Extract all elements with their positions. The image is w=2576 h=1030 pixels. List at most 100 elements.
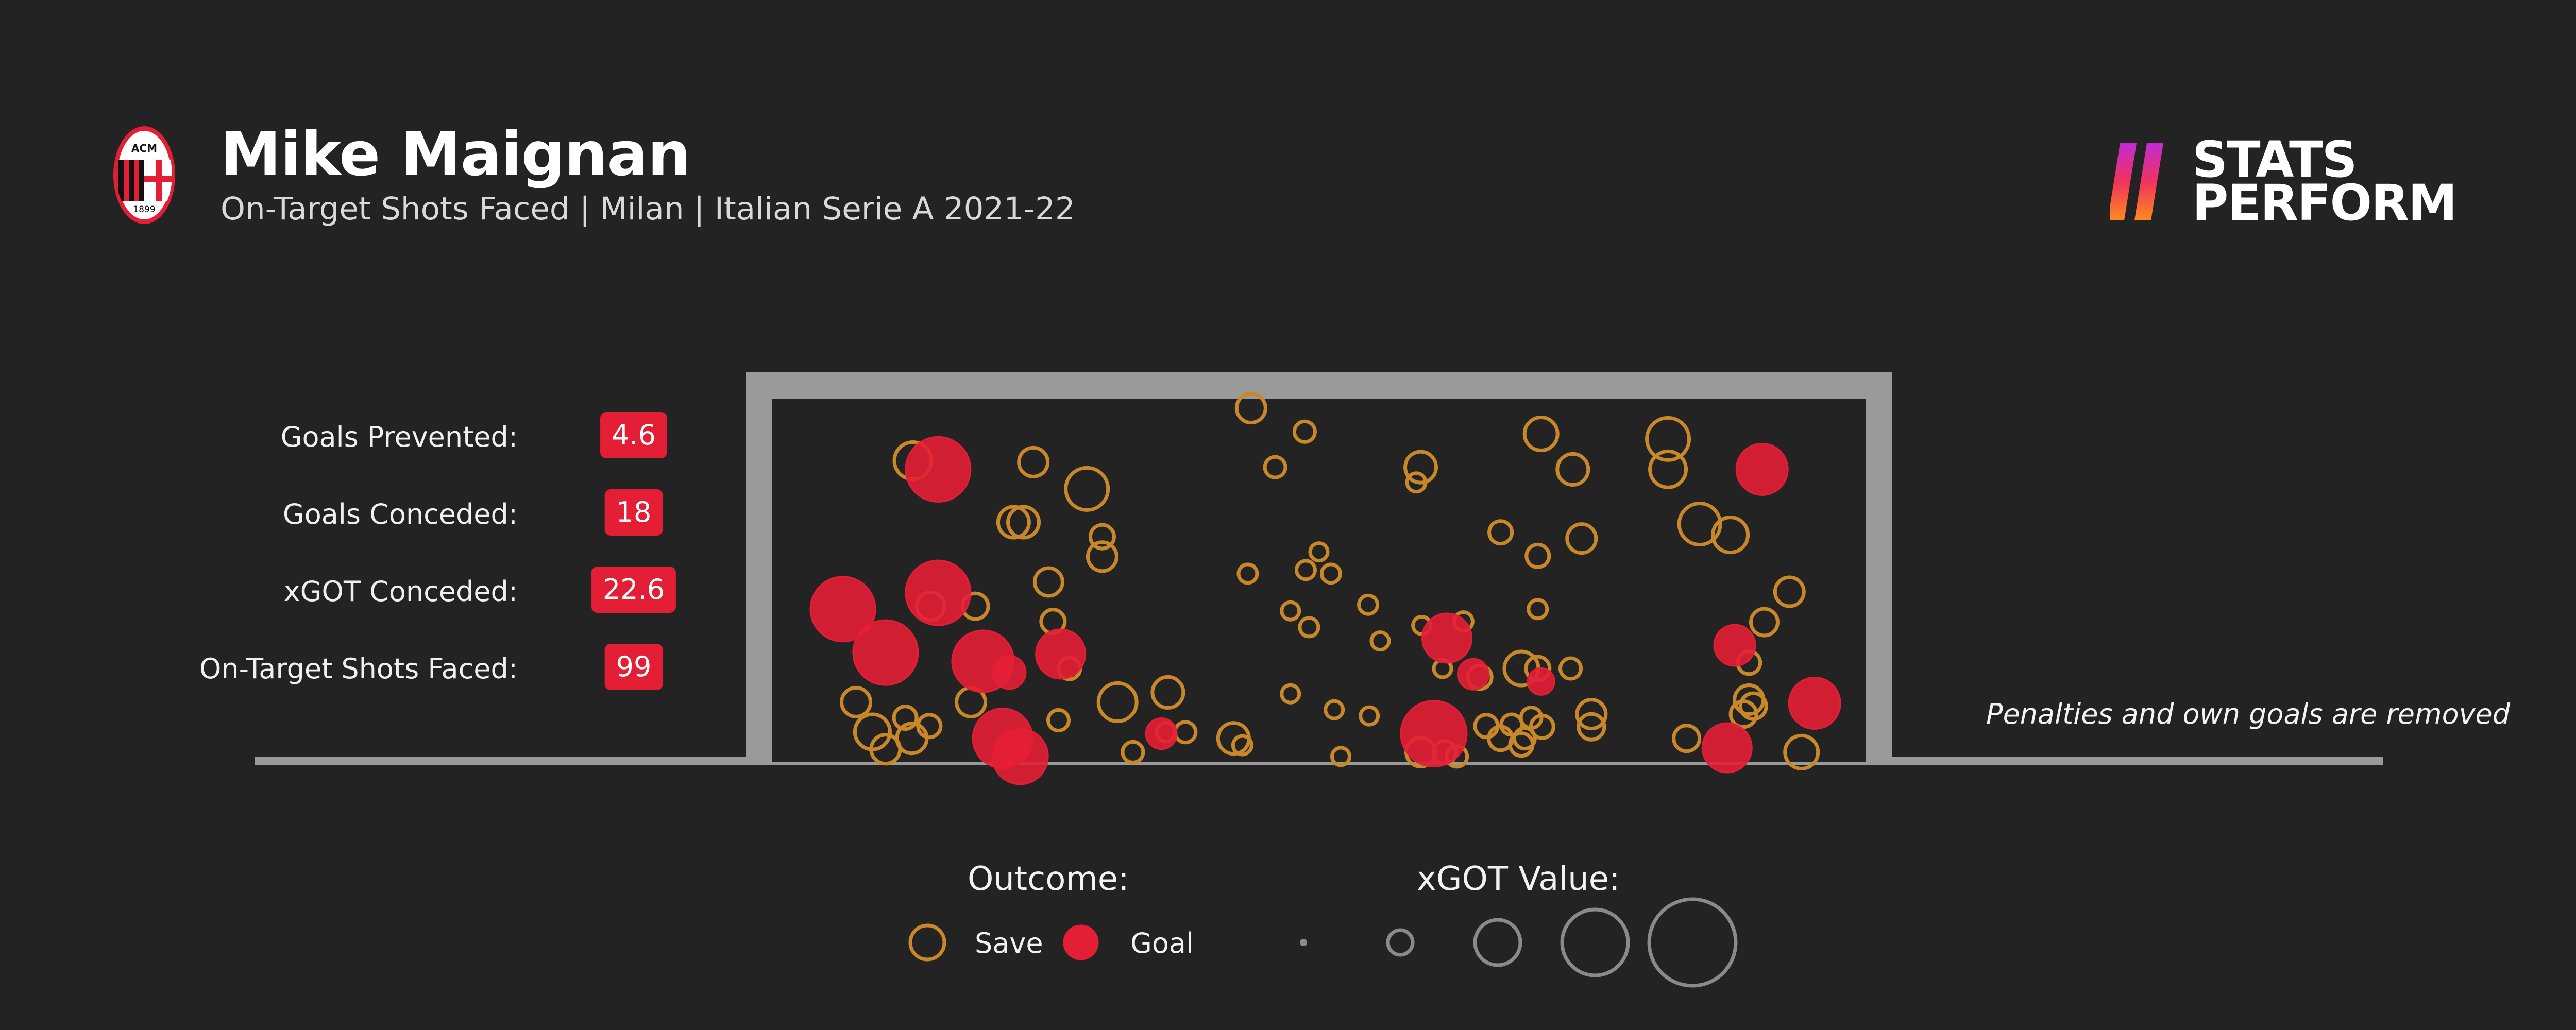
goal-shot-marker [905, 436, 972, 503]
stat-badge-xgot-conceded: 22.6 [591, 566, 676, 613]
save-shot-marker [1711, 516, 1750, 555]
save-shot-marker [1565, 522, 1598, 555]
save-shot-marker [840, 685, 873, 718]
goal-shot-marker [1421, 612, 1473, 664]
save-shot-marker [1357, 593, 1380, 616]
page-subtitle: On-Target Shots Faced | Milan | Italian … [221, 191, 1075, 227]
save-shot-marker [1308, 541, 1330, 563]
save-shot-marker [1555, 452, 1590, 487]
save-shot-marker [1577, 712, 1606, 742]
save-shot-marker [1529, 713, 1555, 740]
legend-xgot-size-marker [1386, 928, 1415, 957]
save-shot-marker [1783, 733, 1820, 770]
save-shot-marker [1330, 746, 1351, 767]
goal-shot-marker [1456, 658, 1489, 691]
save-shot-marker [1292, 419, 1317, 444]
save-shot-marker [1773, 575, 1806, 608]
legend-save-marker [908, 923, 946, 962]
svg-text:1899: 1899 [133, 204, 155, 215]
footnote: Penalties and own goals are removed [1986, 698, 2511, 730]
save-shot-marker [1263, 455, 1287, 479]
goal-shot-marker [809, 576, 876, 643]
save-shot-marker [1522, 415, 1560, 452]
save-shot-marker [1280, 600, 1301, 622]
save-shot-marker [1403, 450, 1438, 485]
legend-save-label: Save [975, 927, 1043, 959]
goal-shot-marker [1035, 628, 1087, 680]
goal-shot-marker [991, 728, 1049, 785]
save-shot-marker [1672, 724, 1702, 753]
legend-xgot-size-marker [1560, 907, 1630, 977]
save-shot-marker [1096, 681, 1139, 723]
legend-xgot-size-marker [1300, 939, 1307, 946]
save-shot-marker [1512, 726, 1537, 751]
save-shot-marker [1298, 616, 1320, 639]
save-shot-marker [1749, 607, 1780, 638]
save-shot-marker [1648, 449, 1688, 489]
save-shot-marker [1121, 740, 1145, 764]
save-shot-marker [1319, 562, 1342, 585]
save-shot-marker [1017, 445, 1050, 478]
save-shot-marker [996, 505, 1031, 540]
goal-shot-marker [1701, 722, 1753, 774]
save-shot-marker [1150, 675, 1185, 710]
save-shot-marker [1558, 656, 1583, 681]
save-shot-marker [1473, 713, 1500, 740]
goal-shot-marker [1788, 677, 1841, 730]
save-shot-marker [1295, 559, 1317, 581]
goal-shot-marker [1735, 442, 1789, 496]
legend-xgot-size-marker [1473, 918, 1522, 967]
save-shot-marker [1236, 562, 1259, 585]
save-shot-marker [1234, 392, 1267, 425]
goal-shot-marker [852, 619, 919, 686]
save-shot-marker [1527, 598, 1549, 621]
stat-label-shots-faced: On-Target Shots Faced: [199, 653, 518, 685]
legend-goal-marker [1063, 924, 1099, 960]
brand-slash-icon [2110, 143, 2163, 220]
save-shot-marker [1487, 519, 1514, 546]
goal-shot-marker [1145, 717, 1178, 750]
legend-goal-label: Goal [1130, 927, 1194, 959]
save-shot-marker [1738, 691, 1768, 721]
club-crest-logo: ACM 1899 [113, 126, 175, 224]
save-shot-marker [1064, 466, 1110, 512]
brand-wordmark: STATS PERFORM [2192, 131, 2457, 232]
save-shot-marker [1405, 471, 1428, 494]
stat-badge-goals-conceded: 18 [604, 489, 663, 536]
svg-text:ACM: ACM [131, 142, 157, 154]
goal-shot-marker [1713, 624, 1756, 667]
legend-markers [908, 897, 1738, 988]
goal-shot-marker [1400, 700, 1468, 768]
shot-markers [809, 392, 1841, 785]
save-shot-marker [916, 713, 943, 740]
stat-badge-goals-prevented: 4.6 [600, 412, 667, 458]
save-shot-marker [1032, 566, 1064, 598]
legend-xgot-size-marker [1647, 897, 1738, 988]
goal-shot-marker [992, 655, 1027, 690]
stat-label-xgot-conceded: xGOT Conceded: [283, 575, 518, 608]
stat-label-goals-prevented: Goals Prevented: [280, 421, 518, 453]
save-shot-marker [1086, 540, 1118, 573]
save-shot-marker [1359, 705, 1380, 727]
stat-badge-shots-faced: 99 [604, 644, 663, 690]
save-shot-marker [1728, 699, 1758, 729]
save-shot-marker [1280, 683, 1301, 705]
save-shot-marker [1677, 502, 1722, 547]
goal-shot-marker [1527, 667, 1555, 696]
save-shot-marker [1088, 523, 1116, 551]
save-shot-marker [1046, 708, 1071, 733]
save-shot-marker [892, 705, 919, 731]
goal-shot-marker [905, 559, 972, 626]
save-shot-marker [1006, 505, 1041, 540]
save-shot-marker [1575, 698, 1608, 731]
save-shot-marker [1645, 416, 1691, 462]
legend-outcome-title: Outcome: [968, 860, 1129, 898]
legend-xgot-title: xGOT Value: [1417, 860, 1620, 898]
save-shot-marker [1231, 734, 1253, 757]
save-shot-marker [1369, 630, 1391, 652]
save-shot-marker [1524, 542, 1551, 569]
page-title: Mike Maignan [221, 118, 691, 190]
save-shot-marker [1324, 699, 1345, 720]
stat-label-goals-conceded: Goals Conceded: [282, 498, 518, 530]
